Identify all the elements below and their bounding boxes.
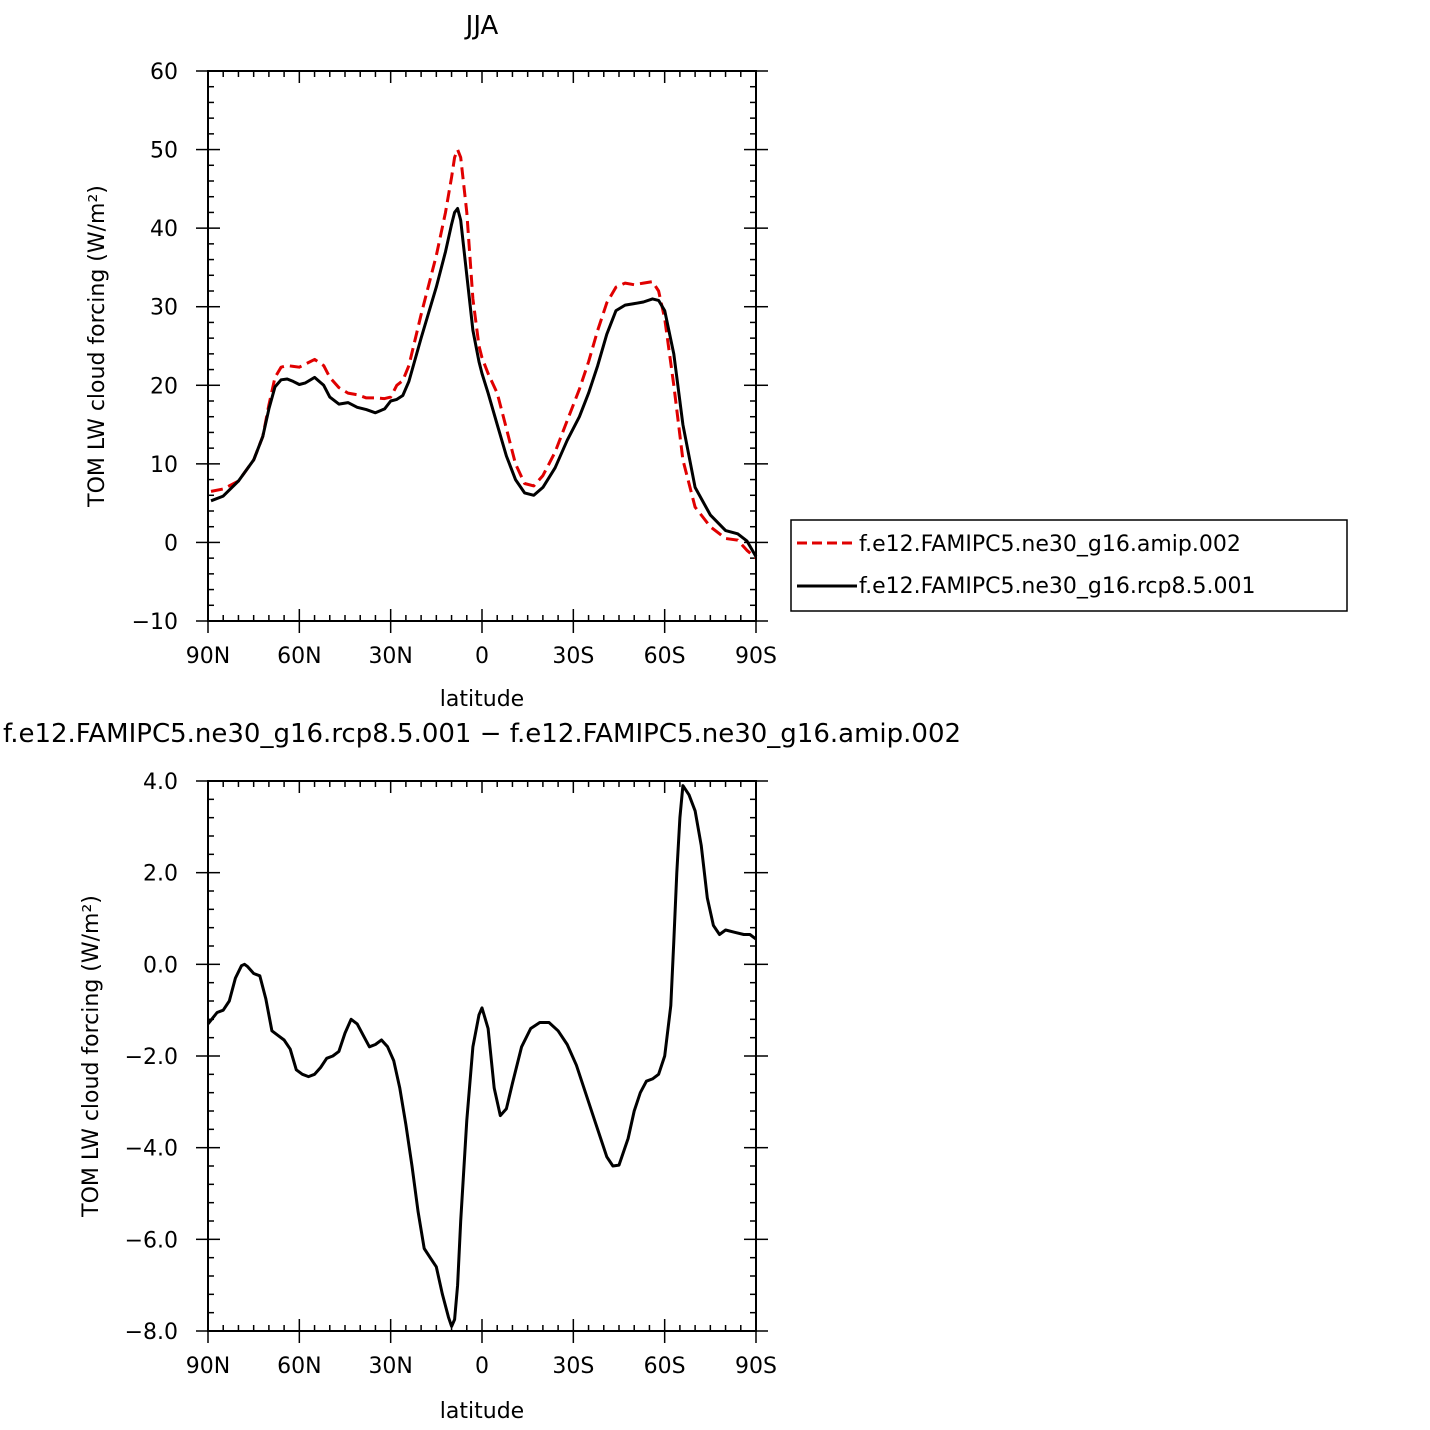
lower-axis-ticks: 90N 60N 30N 0 30S 60S 90S −8.0 −6.0 −4.0 −2.0 0.0 2.… [125, 770, 777, 1379]
upper-plot-frame [207, 70, 757, 622]
y-tick-label: −6.0 [125, 1228, 178, 1253]
x-tick-label: 60N [277, 644, 321, 669]
y-tick-label: −8.0 [125, 1320, 178, 1345]
upper-y-axis-label: TOM LW cloud forcing (W/m²) [85, 185, 110, 508]
lower-x-axis-label: latitude [440, 1399, 524, 1424]
legend: f.e12.FAMIPC5.ne30_g16.amip.002 f.e12.FA… [790, 519, 1348, 612]
x-tick-label: 90N [186, 1354, 230, 1379]
y-tick-label: 0.0 [143, 953, 178, 978]
x-tick-label: 60S [644, 644, 686, 669]
lower-y-axis-label: TOM LW cloud forcing (W/m²) [79, 895, 104, 1218]
x-tick-label: 60S [644, 1354, 686, 1379]
x-tick-label: 90S [735, 1354, 777, 1379]
upper-panel: JJA TOM LW cloud forcing (W/m²) latitude… [85, 11, 777, 712]
y-tick-label: 0 [164, 531, 178, 556]
upper-series-lines [210, 148, 758, 560]
y-tick-label: 40 [150, 217, 178, 242]
upper-axis-ticks: 90N 60N 30N 0 30S 60S 90S −10 0 10 20 30 40 50 60 [132, 60, 777, 669]
x-tick-label: 90N [186, 644, 230, 669]
legend-box [790, 519, 1348, 612]
x-tick-label: 30N [368, 1354, 412, 1379]
x-tick-label: 0 [475, 644, 489, 669]
y-tick-label: 20 [150, 374, 178, 399]
series-line-0-1 [210, 207, 758, 558]
lower-panel-title: f.e12.FAMIPC5.ne30_g16.rcp8.5.001 − f.e1… [3, 719, 961, 749]
series-line-1-0 [206, 784, 757, 1328]
legend-label-amip: f.e12.FAMIPC5.ne30_g16.amip.002 [859, 532, 1241, 557]
y-tick-label: 50 [150, 139, 178, 164]
upper-x-axis-label: latitude [440, 687, 524, 712]
y-tick-label: −10 [132, 610, 178, 635]
x-tick-label: 90S [735, 644, 777, 669]
y-tick-label: 10 [150, 453, 178, 478]
lower-series-lines [206, 784, 757, 1328]
x-tick-label: 30N [368, 644, 412, 669]
series-line-0-0 [210, 148, 757, 560]
x-tick-label: 0 [475, 1354, 489, 1379]
lower-plot-frame [207, 780, 757, 1332]
lower-panel: f.e12.FAMIPC5.ne30_g16.rcp8.5.001 − f.e1… [3, 719, 961, 1424]
y-tick-label: 4.0 [143, 770, 178, 795]
y-tick-label: 30 [150, 296, 178, 321]
legend-label-rcp: f.e12.FAMIPC5.ne30_g16.rcp8.5.001 [859, 574, 1255, 599]
y-tick-label: −2.0 [125, 1045, 178, 1070]
y-tick-label: 60 [150, 60, 178, 85]
x-tick-label: 60N [277, 1354, 321, 1379]
x-tick-label: 30S [552, 1354, 594, 1379]
upper-panel-title: JJA [464, 11, 499, 41]
x-tick-label: 30S [552, 644, 594, 669]
y-tick-label: 2.0 [143, 862, 178, 887]
y-tick-label: −4.0 [125, 1137, 178, 1162]
